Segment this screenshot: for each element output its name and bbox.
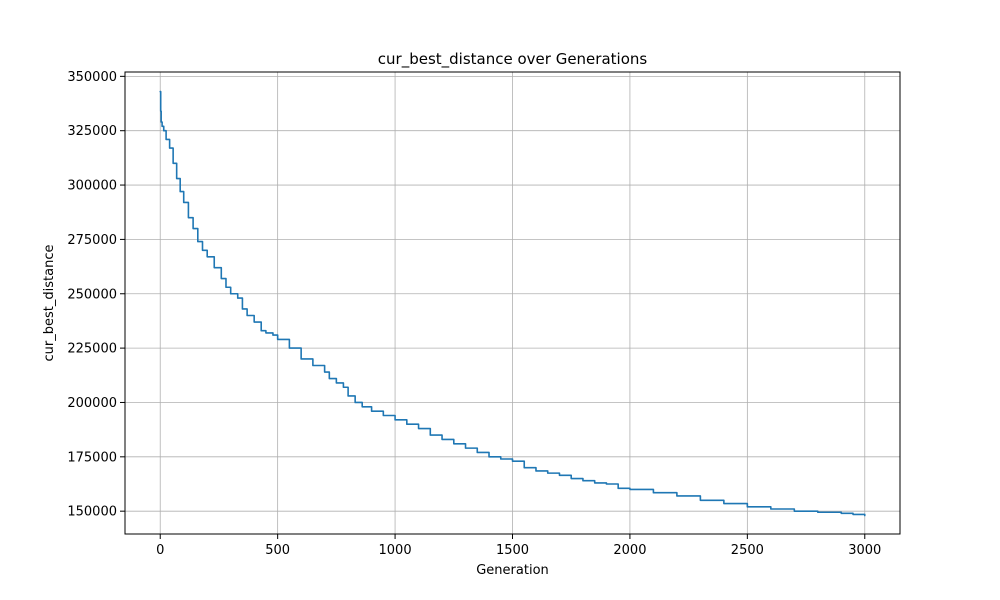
y-tick-label: 300000 xyxy=(67,179,117,194)
x-tick-label: 3000 xyxy=(848,543,881,558)
y-tick-label: 200000 xyxy=(67,396,117,411)
x-tick-label: 1000 xyxy=(379,543,412,558)
y-tick-label: 275000 xyxy=(67,233,117,248)
y-axis-ticks: 150000 175000 200000 225000 250000 275000 3000… xyxy=(67,70,125,520)
series-layer xyxy=(159,90,866,517)
x-tick-label: 2500 xyxy=(731,543,764,558)
y-tick-label: 175000 xyxy=(67,450,117,465)
series-line-0 xyxy=(159,90,866,517)
x-axis-label: Generation xyxy=(476,563,549,578)
x-tick-label: 2000 xyxy=(613,543,646,558)
x-tick-label: 0 xyxy=(156,543,164,558)
x-axis-ticks: 0 500 1000 1500 2000 2500 3000 xyxy=(156,534,881,558)
y-tick-label: 150000 xyxy=(67,505,117,520)
chart-title: cur_best_distance over Generations xyxy=(378,50,648,69)
x-tick-label: 500 xyxy=(265,543,290,558)
y-tick-label: 250000 xyxy=(67,287,117,302)
y-tick-label: 225000 xyxy=(67,342,117,357)
y-tick-label: 350000 xyxy=(67,70,117,85)
x-tick-label: 1500 xyxy=(496,543,529,558)
y-axis-label: cur_best_distance xyxy=(42,245,57,362)
grid-lines xyxy=(125,72,900,534)
y-tick-label: 325000 xyxy=(67,124,117,139)
